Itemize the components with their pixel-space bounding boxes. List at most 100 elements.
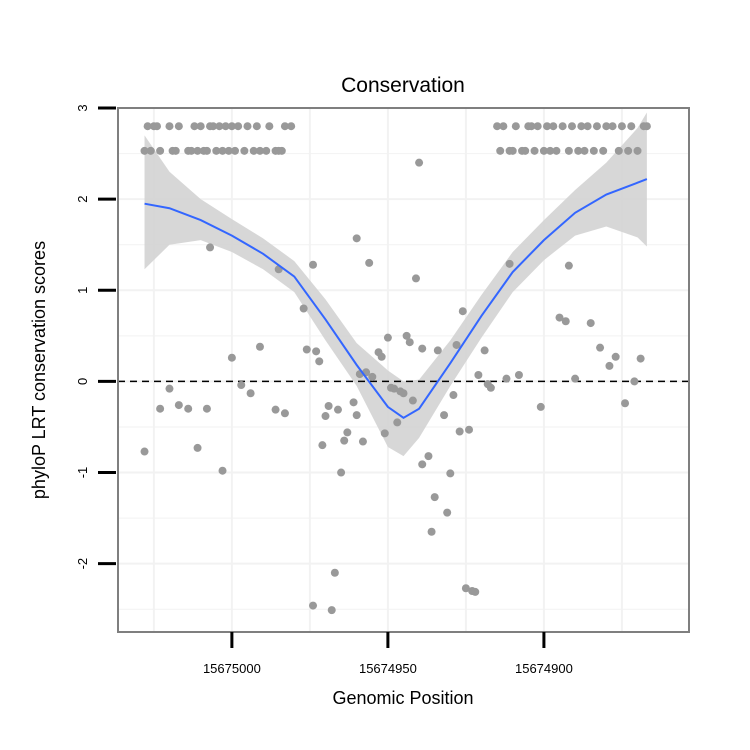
- data-point: [212, 146, 221, 155]
- data-point: [377, 352, 386, 361]
- data-point: [411, 274, 420, 283]
- y-tick-label: -2: [75, 558, 90, 570]
- data-point: [358, 437, 367, 446]
- data-point: [349, 398, 358, 407]
- data-point: [511, 122, 520, 131]
- data-point: [493, 122, 502, 131]
- data-point: [458, 307, 467, 316]
- data-point: [202, 404, 211, 413]
- data-point: [611, 352, 620, 361]
- data-point: [561, 317, 570, 326]
- data-point: [430, 493, 439, 502]
- data-point: [215, 122, 224, 131]
- data-point: [153, 122, 162, 131]
- data-point: [184, 404, 193, 413]
- data-point: [243, 122, 252, 131]
- data-point: [340, 436, 349, 445]
- data-point: [636, 354, 645, 363]
- data-point: [536, 402, 545, 411]
- data-point: [552, 146, 561, 155]
- data-point: [277, 146, 286, 155]
- data-point: [642, 122, 651, 131]
- data-point: [533, 122, 542, 131]
- data-point: [424, 452, 433, 461]
- y-tick-label: 2: [75, 196, 90, 203]
- data-point: [312, 347, 321, 356]
- data-point: [405, 338, 414, 347]
- data-point: [265, 122, 274, 131]
- data-point: [302, 345, 311, 354]
- data-point: [486, 383, 495, 392]
- data-point: [380, 429, 389, 438]
- data-point: [309, 601, 318, 610]
- data-point: [227, 353, 236, 362]
- data-point: [521, 146, 530, 155]
- data-point: [530, 146, 539, 155]
- data-point: [543, 122, 552, 131]
- data-point: [505, 259, 514, 268]
- x-tick-label: 15675000: [203, 661, 261, 676]
- data-point: [324, 401, 333, 410]
- data-point: [452, 340, 461, 349]
- data-point: [237, 381, 246, 390]
- data-point: [558, 122, 567, 131]
- data-point: [190, 122, 199, 131]
- data-point: [299, 304, 308, 313]
- data-point: [624, 146, 633, 155]
- data-point: [474, 371, 483, 380]
- data-point: [402, 331, 411, 340]
- data-point: [546, 146, 555, 155]
- data-point: [249, 146, 258, 155]
- data-point: [608, 122, 617, 131]
- data-point: [627, 122, 636, 131]
- data-point: [508, 146, 517, 155]
- x-axis-ticks: 15675000 15674950 15674900: [203, 632, 573, 676]
- data-point: [583, 122, 592, 131]
- confidence-band: [144, 112, 647, 457]
- data-point: [433, 346, 442, 355]
- data-point: [555, 313, 564, 322]
- data-point: [202, 146, 211, 155]
- data-point: [617, 122, 626, 131]
- data-point: [271, 405, 280, 414]
- data-point: [315, 357, 324, 366]
- data-point: [352, 411, 361, 420]
- data-point: [415, 158, 424, 167]
- y-tick-label: 0: [75, 378, 90, 385]
- data-point: [586, 319, 595, 328]
- data-point: [146, 146, 155, 155]
- data-point: [218, 466, 227, 475]
- data-point: [333, 405, 342, 414]
- points-layer: [140, 122, 651, 615]
- data-point: [564, 261, 573, 270]
- data-point: [193, 443, 202, 452]
- data-point: [327, 606, 336, 615]
- data-point: [221, 122, 230, 131]
- data-point: [218, 146, 227, 155]
- y-tick-label: 1: [75, 287, 90, 294]
- data-point: [252, 122, 261, 131]
- data-point: [231, 146, 240, 155]
- data-point: [343, 428, 352, 437]
- data-point: [580, 146, 589, 155]
- data-point: [165, 384, 174, 393]
- data-point: [514, 371, 523, 380]
- data-point: [449, 391, 458, 400]
- y-axis-title: phyloP LRT conservation scores: [29, 241, 49, 499]
- data-point: [287, 122, 296, 131]
- data-point: [499, 122, 508, 131]
- x-tick-label: 15674900: [515, 661, 573, 676]
- data-point: [187, 146, 196, 155]
- y-axis-ticks: -2 -1 0 1 2 3: [75, 104, 116, 569]
- data-point: [418, 460, 427, 469]
- y-tick-label: -1: [75, 467, 90, 479]
- data-point: [443, 508, 452, 517]
- data-point: [496, 146, 505, 155]
- data-point: [318, 441, 327, 450]
- data-point: [156, 404, 165, 413]
- data-point: [502, 374, 511, 383]
- data-point: [427, 527, 436, 536]
- x-axis-title: Genomic Position: [332, 688, 473, 708]
- data-point: [255, 146, 264, 155]
